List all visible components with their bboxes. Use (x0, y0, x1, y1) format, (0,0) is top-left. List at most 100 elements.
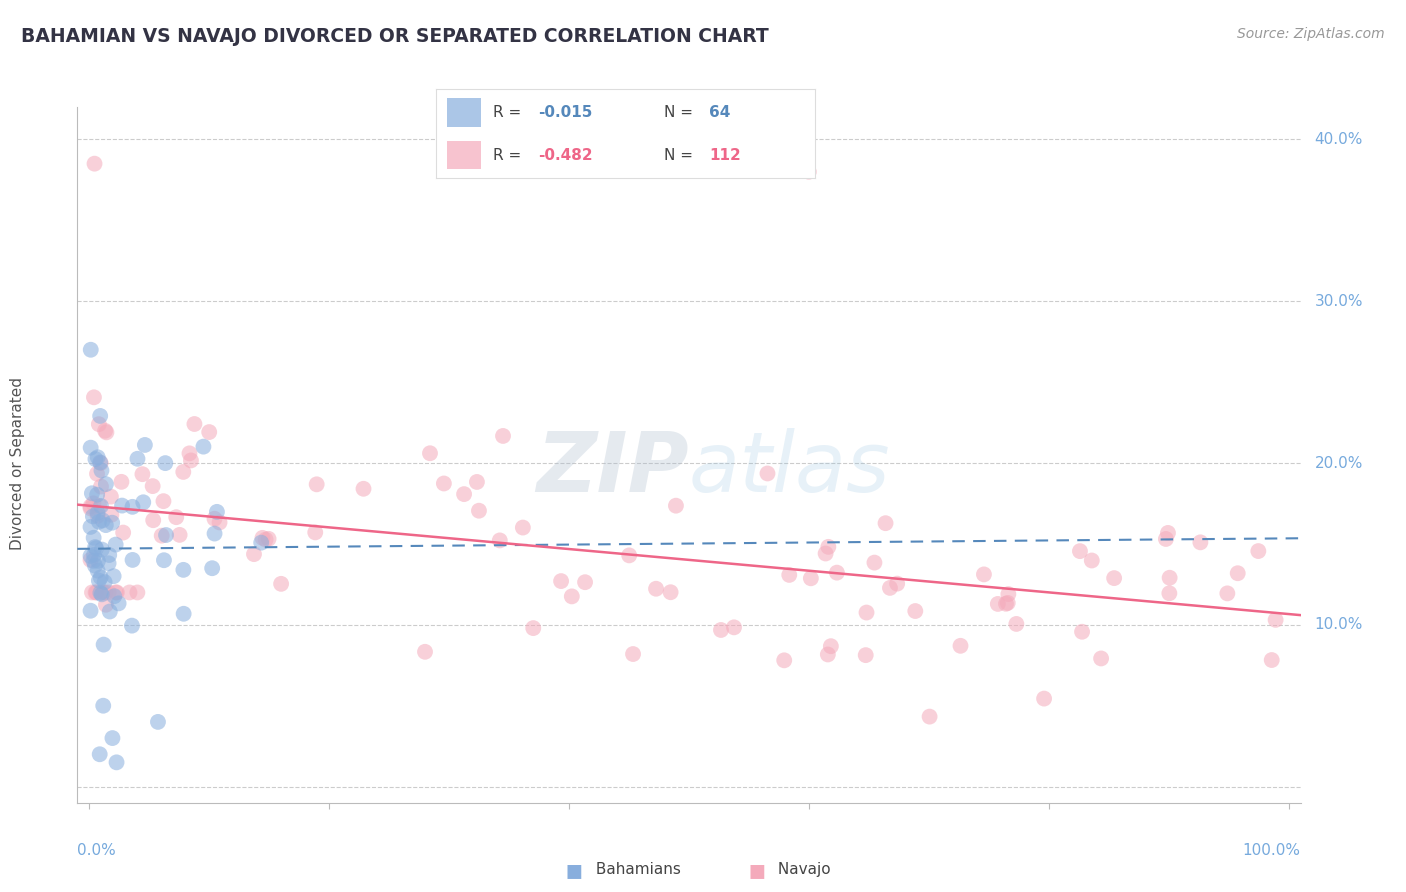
Point (645, 582, 668, 596)
Point (825, 566, 848, 580)
Point (80, 585, 103, 599)
Point (621, 647, 644, 661)
Point (84, 452, 107, 467)
Point (710, 623, 733, 637)
Point (433, 476, 456, 491)
Point (987, 597, 1010, 611)
Point (104, 585, 127, 599)
Point (817, 540, 839, 554)
Point (1189, 535, 1212, 549)
Point (86, 506, 108, 520)
Point (94, 518, 117, 533)
Point (86, 467, 108, 481)
Text: Divorced or Separated: Divorced or Separated (10, 376, 25, 549)
Point (1102, 571, 1125, 585)
Point (198, 425, 221, 439)
Point (86, 450, 108, 465)
Point (817, 648, 839, 662)
Point (1247, 544, 1270, 558)
Point (773, 653, 796, 667)
Point (1216, 586, 1239, 600)
Point (1260, 653, 1282, 667)
Point (756, 467, 779, 481)
Point (84, 541, 107, 556)
Point (453, 487, 475, 501)
Point (98, 548, 121, 562)
Point (257, 532, 280, 546)
Point (814, 547, 837, 561)
Point (875, 516, 897, 531)
Text: R =: R = (494, 105, 522, 120)
Point (90, 499, 112, 513)
Point (83, 390, 105, 404)
Point (121, 500, 143, 514)
Point (797, 165, 820, 179)
Point (778, 568, 800, 582)
Point (193, 440, 215, 454)
Point (87, 515, 110, 529)
Point (863, 556, 886, 570)
Point (1154, 532, 1177, 546)
Point (91, 513, 114, 527)
Point (79, 549, 101, 563)
Point (465, 475, 488, 489)
Point (201, 561, 224, 575)
Point (101, 516, 124, 530)
Point (1226, 566, 1249, 581)
Text: R =: R = (494, 148, 522, 162)
Point (100, 508, 122, 522)
Text: ▪: ▪ (565, 855, 583, 884)
Point (84, 558, 107, 573)
Point (84, 585, 107, 599)
Point (91, 585, 114, 599)
Point (904, 604, 927, 618)
Point (1159, 571, 1181, 585)
Point (82, 496, 104, 510)
Point (665, 499, 688, 513)
Text: 0.0%: 0.0% (77, 843, 117, 858)
Point (89, 409, 111, 423)
Point (413, 645, 436, 659)
Point (146, 714, 169, 729)
Point (1159, 586, 1181, 600)
Point (79, 441, 101, 455)
Point (550, 574, 572, 588)
Point (488, 533, 510, 548)
Text: 20.0%: 20.0% (1315, 456, 1362, 470)
Point (82, 554, 104, 568)
Point (83, 531, 105, 545)
Point (90, 587, 112, 601)
Point (103, 569, 125, 583)
Point (252, 531, 274, 545)
Point (304, 525, 326, 540)
Point (243, 547, 266, 561)
Point (104, 538, 127, 552)
Point (79, 553, 101, 567)
Point (169, 528, 191, 542)
Point (142, 513, 165, 527)
Point (150, 529, 173, 543)
Point (90, 456, 112, 470)
Point (142, 479, 165, 493)
Text: 30.0%: 30.0% (1315, 293, 1362, 309)
Point (173, 607, 195, 621)
Point (208, 516, 231, 530)
Point (90, 542, 112, 557)
Point (105, 756, 128, 770)
Text: Navajo: Navajo (773, 863, 831, 877)
Point (83, 156, 105, 170)
Text: Source: ZipAtlas.com: Source: ZipAtlas.com (1237, 27, 1385, 41)
Point (96, 425, 118, 440)
Point (87, 574, 110, 588)
Point (100, 490, 122, 504)
Point (103, 589, 125, 603)
Point (121, 553, 143, 567)
Point (250, 535, 273, 549)
Point (94, 477, 117, 491)
Point (83, 548, 105, 562)
Point (93, 638, 115, 652)
Point (619, 549, 641, 563)
Point (87, 417, 110, 432)
Point (419, 446, 441, 460)
Point (1069, 544, 1091, 558)
